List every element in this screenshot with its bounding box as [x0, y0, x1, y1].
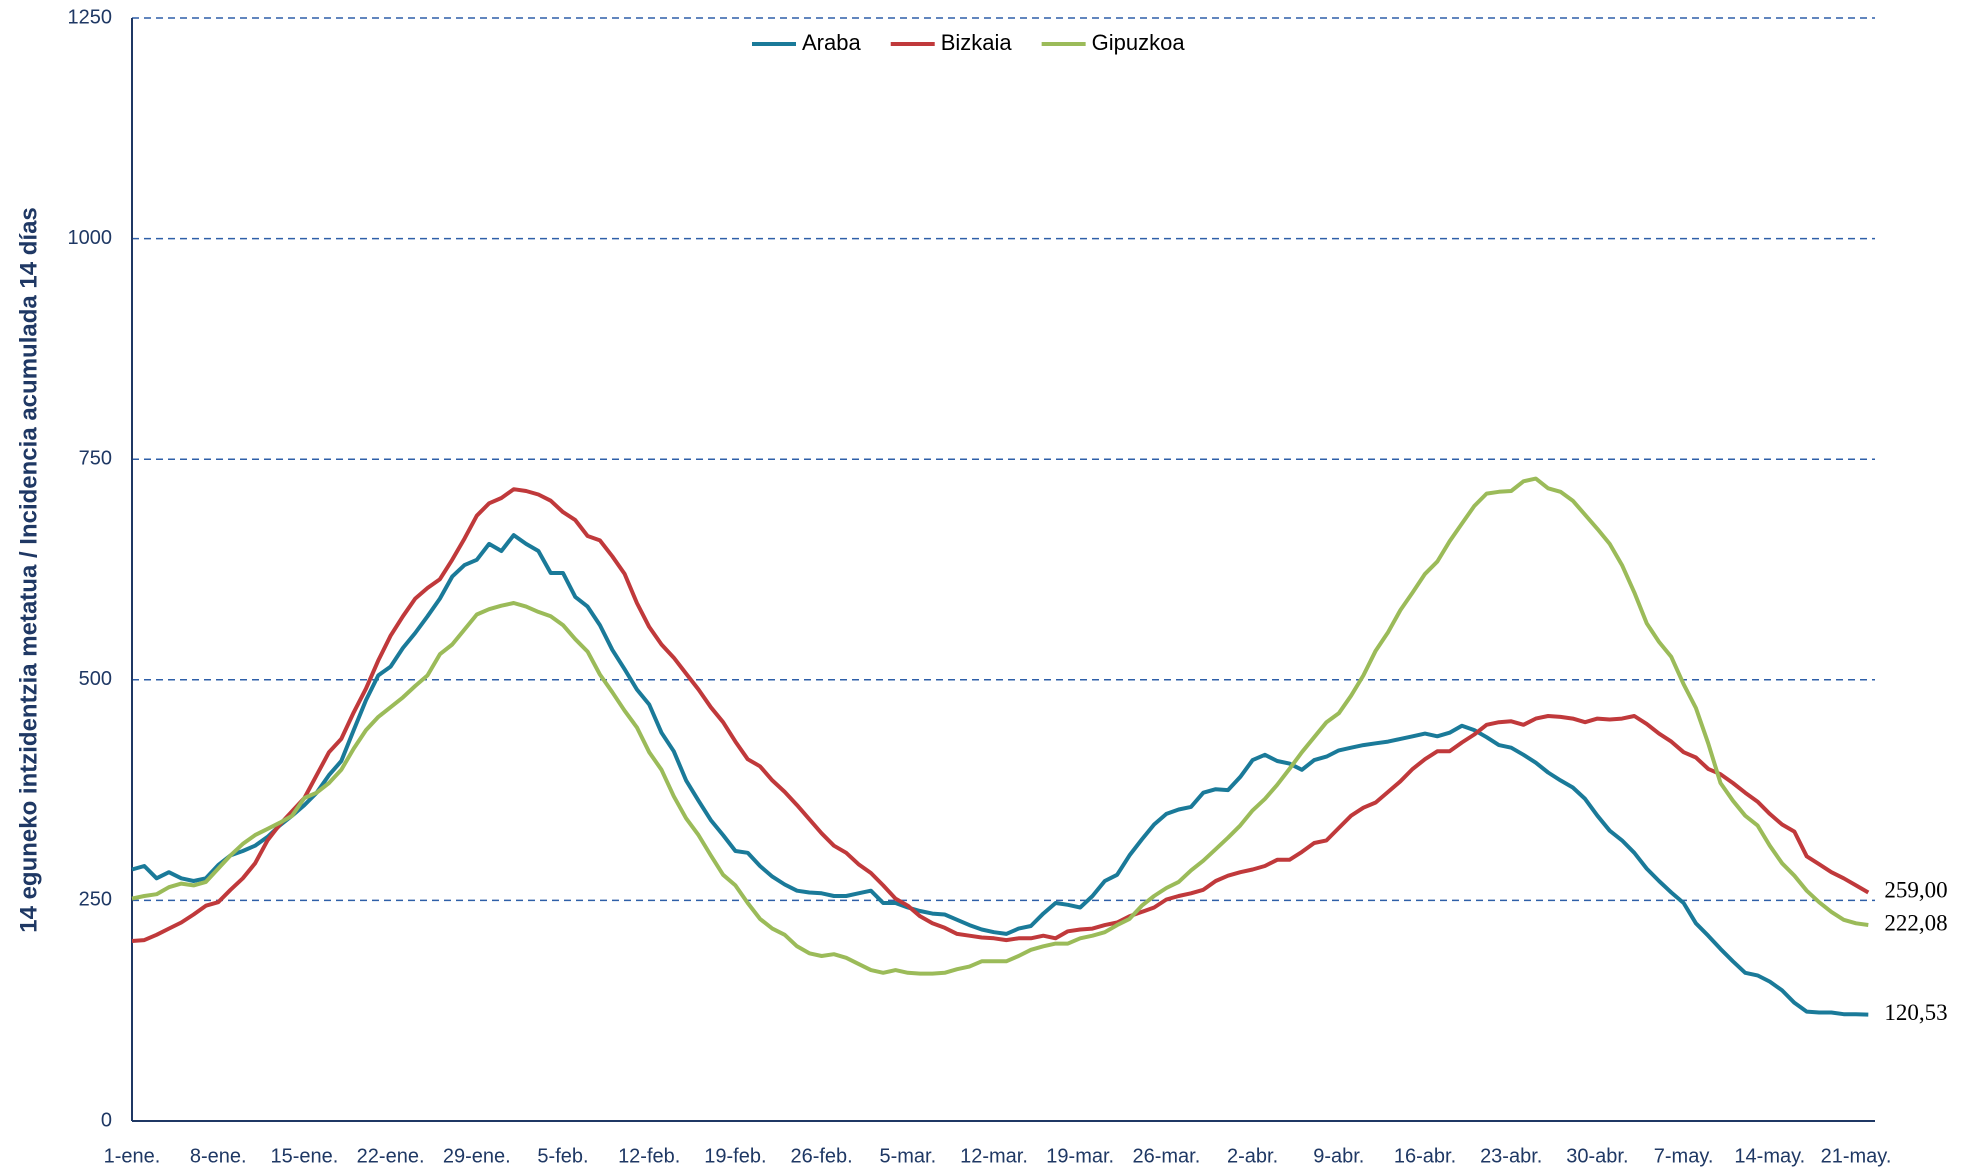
- x-tick-label: 2-abr.: [1227, 1145, 1278, 1167]
- x-tick-label: 12-mar.: [960, 1145, 1028, 1167]
- legend-label: Araba: [802, 30, 861, 55]
- series-line: [131, 476, 1869, 976]
- x-tick-label: 15-ene.: [270, 1145, 338, 1167]
- x-tick-label: 21-may.: [1821, 1145, 1892, 1167]
- y-tick-label: 750: [79, 447, 112, 469]
- y-tick-label: 250: [79, 889, 112, 911]
- y-tick-label: 1250: [68, 6, 113, 28]
- x-tick-label: 8-ene.: [190, 1145, 247, 1167]
- end-value-label: 259,00: [1884, 878, 1947, 903]
- legend-label: Bizkaia: [941, 30, 1013, 55]
- x-tick-label: 26-feb.: [790, 1145, 852, 1167]
- x-tick-label: 14-may.: [1734, 1145, 1805, 1167]
- x-tick-label: 5-mar.: [879, 1145, 936, 1167]
- y-tick-label: 1000: [68, 227, 113, 249]
- y-tick-label: 500: [79, 668, 112, 690]
- end-value-label: 120,53: [1884, 1000, 1947, 1025]
- x-tick-label: 1-ene.: [104, 1145, 161, 1167]
- x-tick-label: 9-abr.: [1313, 1145, 1364, 1167]
- y-axis-label: 14 eguneko intzidentzia metatua / Incide…: [15, 207, 42, 933]
- x-tick-label: 30-abr.: [1566, 1145, 1628, 1167]
- x-tick-label: 26-mar.: [1132, 1145, 1200, 1167]
- x-tick-label: 29-ene.: [443, 1145, 511, 1167]
- x-tick-label: 23-abr.: [1480, 1145, 1542, 1167]
- x-tick-label: 12-feb.: [618, 1145, 680, 1167]
- end-value-label: 222,08: [1884, 910, 1947, 935]
- x-tick-label: 19-feb.: [704, 1145, 766, 1167]
- x-tick-label: 16-abr.: [1394, 1145, 1456, 1167]
- y-tick-label: 0: [101, 1109, 112, 1131]
- legend-label: Gipuzkoa: [1092, 30, 1186, 55]
- x-tick-label: 7-may.: [1654, 1145, 1714, 1167]
- x-tick-label: 5-feb.: [537, 1145, 588, 1167]
- x-tick-label: 22-ene.: [357, 1145, 425, 1167]
- series-line: [131, 487, 1870, 943]
- series-line: [131, 533, 1869, 1017]
- x-tick-label: 19-mar.: [1046, 1145, 1114, 1167]
